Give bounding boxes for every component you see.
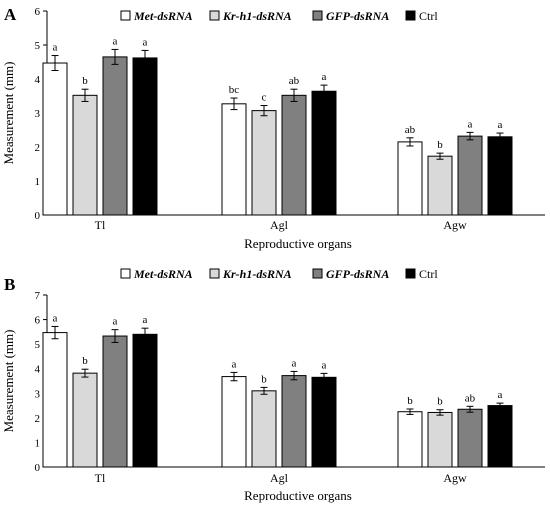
x-axis-title: Reproductive organs <box>244 488 352 503</box>
bar <box>487 405 513 468</box>
bar <box>221 103 247 216</box>
y-tick-label: 2 <box>35 142 41 154</box>
bar <box>251 110 277 216</box>
significance-letter: b <box>407 395 413 407</box>
significance-letter: a <box>53 312 58 324</box>
bar <box>427 155 453 216</box>
bar <box>221 376 247 468</box>
significance-letter: a <box>322 359 327 371</box>
bar <box>487 136 513 216</box>
bar <box>457 135 483 216</box>
bar <box>397 411 423 468</box>
legend-swatch <box>120 10 131 21</box>
significance-letter: b <box>437 396 443 408</box>
legend-swatch <box>312 10 323 21</box>
bar <box>42 62 68 216</box>
significance-letter: a <box>113 316 118 328</box>
legend-label: GFP-dsRNA <box>326 9 389 23</box>
y-tick-label: 0 <box>35 462 41 474</box>
y-tick-label: 5 <box>35 339 41 351</box>
bar <box>281 375 307 468</box>
x-tick-label: Tl <box>95 471 106 485</box>
y-tick-label: 3 <box>35 388 41 400</box>
legend-swatch <box>312 268 323 279</box>
significance-letter: a <box>322 71 327 83</box>
legend-swatch <box>405 268 416 279</box>
panel-label: B <box>4 275 15 294</box>
significance-letter: ab <box>405 124 416 136</box>
significance-letter: a <box>468 118 473 130</box>
bar <box>427 411 453 468</box>
legend-label: Kr-h1-dsRNA <box>222 9 292 23</box>
significance-letter: a <box>53 42 58 54</box>
significance-letter: a <box>232 358 237 370</box>
chart-panel-b: B Met-dsRNA Kr-h1-dsRNA GFP-dsRNA Ctrl 0 1 2 3 4 5… <box>1 267 545 503</box>
y-tick-label: 3 <box>35 108 41 120</box>
significance-letter: b <box>437 139 443 151</box>
bar <box>72 372 98 468</box>
bar <box>311 90 337 216</box>
y-tick-label: 4 <box>35 364 41 376</box>
y-tick-label: 6 <box>35 315 41 327</box>
y-tick-label: 6 <box>35 6 41 18</box>
legend-swatch <box>209 268 220 279</box>
x-tick-label: Agw <box>443 471 467 485</box>
x-axis-title: Reproductive organs <box>244 236 352 251</box>
legend-label: Met-dsRNA <box>133 267 193 281</box>
bar <box>132 57 158 216</box>
y-tick-label: 1 <box>35 176 41 188</box>
significance-letter: a <box>143 314 148 326</box>
bar <box>102 335 128 468</box>
significance-letter: bc <box>229 84 240 96</box>
y-tick-label: 4 <box>35 74 41 86</box>
legend-label: GFP-dsRNA <box>326 267 389 281</box>
chart-panel-a: A Met-dsRNA Kr-h1-dsRNA GFP-dsRNA Ctrl 0 1 2 3 4 5… <box>1 5 545 251</box>
bar <box>102 56 128 216</box>
bar <box>281 94 307 216</box>
significance-letter: a <box>143 36 148 48</box>
bar <box>42 332 68 468</box>
significance-letter: a <box>292 357 297 369</box>
legend-label: Met-dsRNA <box>133 9 193 23</box>
x-tick-label: Agl <box>270 218 289 232</box>
significance-letter: b <box>82 355 88 367</box>
significance-letter: ab <box>289 75 300 87</box>
significance-letter: a <box>113 35 118 47</box>
bar <box>251 390 277 468</box>
x-tick-label: Agl <box>270 471 289 485</box>
significance-letter: b <box>82 75 88 87</box>
bar <box>72 94 98 216</box>
legend-swatch <box>209 10 220 21</box>
y-axis-title: Measurement (mm) <box>1 62 16 165</box>
y-tick-label: 2 <box>35 413 41 425</box>
significance-letter: ab <box>465 392 476 404</box>
significance-letter: b <box>261 373 267 385</box>
y-tick-label: 7 <box>35 290 41 302</box>
y-axis-title: Measurement (mm) <box>1 330 16 433</box>
y-tick-label: 5 <box>35 40 41 52</box>
x-tick-label: Tl <box>95 218 106 232</box>
significance-letter: a <box>498 119 503 131</box>
y-tick-label: 1 <box>35 437 41 449</box>
y-tick-label: 0 <box>35 210 41 222</box>
significance-letter: a <box>498 389 503 401</box>
bar <box>311 376 337 468</box>
bar <box>397 141 423 216</box>
x-tick-label: Agw <box>443 218 467 232</box>
legend-label: Kr-h1-dsRNA <box>222 267 292 281</box>
legend-label: Ctrl <box>419 9 438 23</box>
legend-swatch <box>120 268 131 279</box>
legend-label: Ctrl <box>419 267 438 281</box>
significance-letter: c <box>262 92 267 104</box>
legend-swatch <box>405 10 416 21</box>
bar <box>457 408 483 468</box>
bar <box>132 333 158 468</box>
panel-label: A <box>4 5 17 24</box>
